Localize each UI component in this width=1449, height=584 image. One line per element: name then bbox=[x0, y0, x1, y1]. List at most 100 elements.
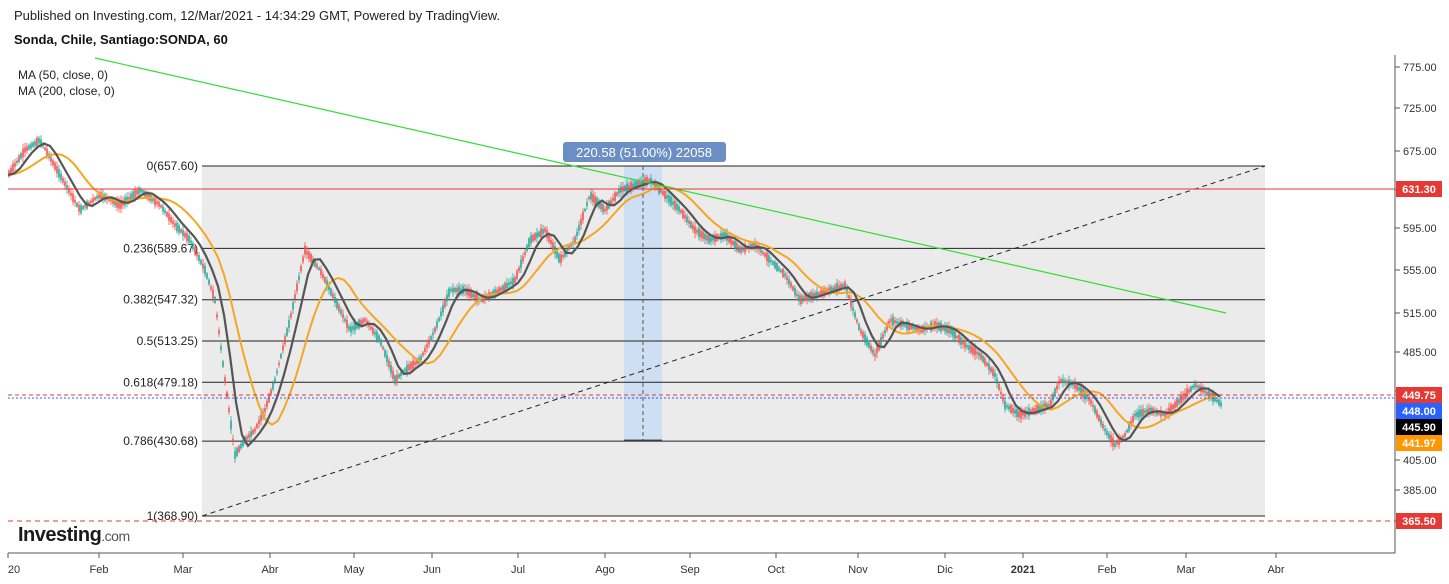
candle-body bbox=[1092, 404, 1094, 408]
candle-body bbox=[528, 238, 530, 247]
candle-body bbox=[752, 243, 754, 249]
candle-body bbox=[206, 273, 208, 279]
candle-body bbox=[360, 320, 362, 326]
legend-ma200[interactable]: MA (200, close, 0) bbox=[18, 84, 115, 98]
candle-body bbox=[522, 256, 524, 262]
candle-body bbox=[684, 214, 686, 219]
candle-body bbox=[274, 378, 276, 382]
candle-body bbox=[722, 232, 724, 239]
candle-body bbox=[1006, 405, 1008, 408]
candle-body bbox=[1018, 411, 1020, 418]
candle-body bbox=[288, 320, 290, 328]
x-tick-label: May bbox=[344, 564, 365, 576]
candle-body bbox=[904, 323, 906, 327]
candle-body bbox=[996, 378, 998, 384]
candle-body bbox=[1040, 404, 1042, 412]
candle-body bbox=[514, 277, 516, 283]
candle-body bbox=[228, 407, 230, 413]
uptrend-line[interactable] bbox=[201, 165, 1266, 517]
ma200-line[interactable] bbox=[7, 152, 1221, 429]
candle-body bbox=[60, 173, 62, 180]
candle-body bbox=[374, 332, 376, 335]
candle-body bbox=[362, 319, 364, 324]
candle-body bbox=[1094, 406, 1096, 414]
candle-body bbox=[428, 339, 430, 345]
candle-body bbox=[840, 283, 842, 289]
candle-body bbox=[322, 274, 324, 278]
candle-body bbox=[970, 345, 972, 353]
candle-body bbox=[142, 190, 144, 195]
candle-body bbox=[1072, 383, 1074, 386]
candle-body bbox=[560, 254, 562, 263]
x-tick-label: Jul bbox=[511, 564, 525, 576]
candle-body bbox=[698, 228, 700, 238]
candle-body bbox=[24, 147, 26, 153]
candle-body bbox=[552, 242, 554, 250]
candle-body bbox=[562, 254, 564, 258]
downtrend-line[interactable] bbox=[94, 57, 1227, 314]
candle-body bbox=[98, 193, 100, 199]
candle-body bbox=[956, 335, 958, 339]
candle-body bbox=[520, 259, 522, 269]
candle-body bbox=[300, 266, 302, 272]
candle-body bbox=[1158, 411, 1160, 415]
candle-body bbox=[458, 286, 460, 294]
candle-body bbox=[74, 199, 76, 203]
candle-body bbox=[178, 225, 180, 233]
candle-body bbox=[264, 408, 266, 412]
candle-body bbox=[892, 316, 894, 326]
candle-body bbox=[460, 288, 462, 292]
candle-body bbox=[674, 200, 676, 210]
candle-body bbox=[444, 299, 446, 307]
candle-body bbox=[118, 200, 120, 209]
candle-body bbox=[30, 143, 32, 149]
candle-body bbox=[410, 362, 412, 370]
candle-body bbox=[336, 299, 338, 309]
ma50-line[interactable] bbox=[7, 142, 1221, 448]
candle-body bbox=[100, 191, 102, 200]
candle-body bbox=[1012, 407, 1014, 413]
candle-body bbox=[408, 364, 410, 371]
candle-body bbox=[398, 374, 400, 378]
candle-body bbox=[788, 279, 790, 285]
candle-body bbox=[830, 286, 832, 293]
candle-body bbox=[1024, 409, 1026, 417]
candle-body bbox=[818, 292, 820, 295]
candle-body bbox=[568, 246, 570, 250]
candle-body bbox=[84, 205, 86, 208]
candle-body bbox=[1102, 423, 1104, 429]
candle-body bbox=[1188, 389, 1190, 393]
x-tick-label: Sep bbox=[680, 564, 700, 576]
candle-body bbox=[850, 298, 852, 308]
candle-body bbox=[902, 322, 904, 326]
candle-body bbox=[786, 276, 788, 280]
candle-body bbox=[1138, 409, 1140, 418]
candle-body bbox=[816, 291, 818, 298]
candle-body bbox=[392, 370, 394, 379]
candle-body bbox=[1194, 382, 1196, 388]
candle-body bbox=[216, 314, 218, 318]
candle-body bbox=[72, 193, 74, 202]
candle-body bbox=[202, 263, 204, 269]
candle-body bbox=[258, 419, 260, 425]
candle-body bbox=[968, 345, 970, 350]
candle-body bbox=[116, 199, 118, 208]
candle-body bbox=[1060, 378, 1062, 382]
price-tag-label: 448.00 bbox=[1402, 406, 1436, 418]
candle-body bbox=[964, 342, 966, 348]
candle-body bbox=[120, 199, 122, 209]
candle-body bbox=[1176, 399, 1178, 407]
candle-body bbox=[240, 443, 242, 449]
candle-body bbox=[558, 253, 560, 263]
candle-body bbox=[1046, 403, 1048, 409]
x-tick-label: 20 bbox=[8, 564, 20, 576]
candle-body bbox=[518, 267, 520, 272]
candle-body bbox=[140, 189, 142, 193]
legend-ma50[interactable]: MA (50, close, 0) bbox=[18, 68, 109, 82]
symbol-title: Sonda, Chile, Santiago:SONDA, 60 bbox=[14, 32, 228, 47]
candle-body bbox=[164, 210, 166, 214]
candle-body bbox=[1126, 429, 1128, 433]
candle-body bbox=[324, 277, 326, 283]
candle-body bbox=[1144, 410, 1146, 413]
